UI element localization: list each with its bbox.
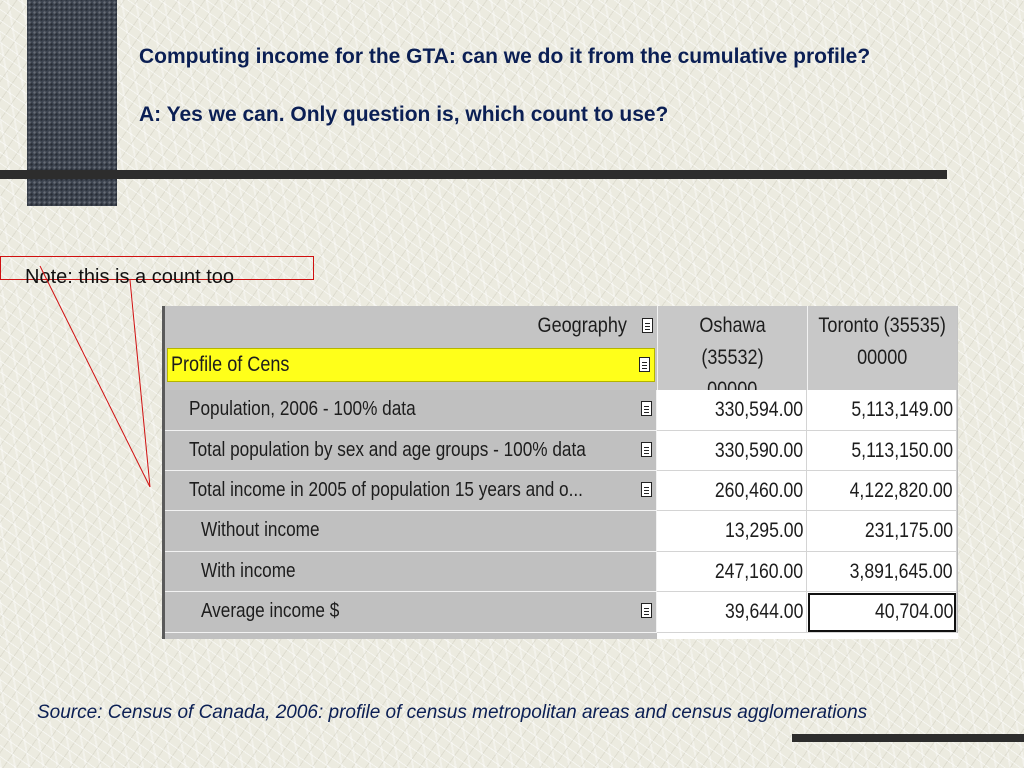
- table-row: Population, 2006 - 100% data 330,594.00 …: [165, 390, 958, 431]
- value-text: 40,704.00: [874, 600, 953, 623]
- value-cell-toronto[interactable]: 5,113,150.00: [807, 431, 957, 471]
- table-row: Total population by sex and age groups -…: [165, 431, 958, 471]
- title-answer: A: Yes we can. Only question is, which c…: [139, 103, 669, 126]
- document-icon[interactable]: [641, 401, 652, 416]
- value-text: 3,891,645.00: [849, 560, 953, 583]
- row-label[interactable]: Population, 2006 - 100% data: [165, 390, 657, 431]
- title-question: Computing income for the GTA: can we do …: [139, 45, 871, 68]
- slide-title: Computing income for the GTA: can we do …: [139, 42, 959, 129]
- table-header-row: Geography Profile of Cens Oshawa (35532)…: [165, 306, 958, 401]
- row-label-text: Total population by sex and age groups -…: [189, 439, 586, 461]
- geography-label: Geography: [537, 314, 627, 337]
- row-label-text: Average income $: [201, 600, 340, 622]
- value-text: 260,460.00: [714, 479, 803, 502]
- column-header-toronto[interactable]: Toronto (35535) 00000: [807, 306, 957, 390]
- value-cell-oshawa[interactable]: 330,594.00: [657, 390, 807, 431]
- value-text: 247,160.00: [714, 560, 803, 583]
- value-text: 231,175.00: [864, 519, 953, 542]
- document-icon[interactable]: [639, 357, 650, 372]
- row-label[interactable]: Average income $: [165, 592, 657, 633]
- document-icon[interactable]: [641, 603, 652, 618]
- value-cell-toronto[interactable]: 231,175.00: [807, 511, 957, 552]
- document-icon[interactable]: [641, 482, 652, 497]
- value-text: 330,590.00: [714, 439, 803, 462]
- value-text: 5,113,149.00: [851, 398, 953, 421]
- value-cell-toronto[interactable]: 4,122,820.00: [807, 471, 957, 511]
- column-header-line1: Oshawa (35532): [699, 314, 766, 369]
- row-label-text: With income: [201, 560, 296, 582]
- row-label-text: Without income: [201, 519, 320, 541]
- column-header-line1: Toronto (35535): [818, 314, 947, 337]
- value-text: 39,644.00: [724, 600, 803, 623]
- table-header-left: Geography Profile of Cens: [165, 306, 657, 390]
- note-callout-box: [0, 256, 314, 280]
- document-icon[interactable]: [641, 442, 652, 457]
- value-text: 330,594.00: [714, 398, 803, 421]
- row-label[interactable]: With income: [165, 552, 657, 592]
- profile-selector[interactable]: Profile of Cens: [167, 348, 655, 382]
- row-label-text: Population, 2006 - 100% data: [189, 398, 416, 420]
- value-cell-oshawa[interactable]: 13,295.00: [657, 511, 807, 552]
- value-cell-toronto[interactable]: 3,891,645.00: [807, 552, 957, 592]
- table-row: Average income $ 39,644.00 40,704.00: [165, 592, 958, 633]
- value-cell-toronto[interactable]: 5,113,149.00: [807, 390, 957, 431]
- document-icon[interactable]: [642, 318, 653, 333]
- value-cell-toronto-selected[interactable]: 40,704.00: [807, 592, 957, 633]
- source-citation: Source: Census of Canada, 2006: profile …: [37, 702, 868, 723]
- table-bottom-strip: [165, 633, 958, 639]
- note-text: Note: this is a count too: [25, 266, 235, 288]
- row-label[interactable]: Total population by sex and age groups -…: [165, 431, 657, 471]
- value-text: 13,295.00: [724, 519, 803, 542]
- table-bottom-strip-values: [657, 633, 958, 639]
- title-divider: [0, 170, 947, 179]
- table-row: Total income in 2005 of population 15 ye…: [165, 471, 958, 511]
- row-label[interactable]: Total income in 2005 of population 15 ye…: [165, 471, 657, 511]
- column-header-oshawa[interactable]: Oshawa (35532) 00000: [657, 306, 807, 401]
- value-cell-oshawa[interactable]: 260,460.00: [657, 471, 807, 511]
- column-header-line2: 00000: [857, 346, 908, 369]
- row-label-text: Total income in 2005 of population 15 ye…: [189, 479, 583, 501]
- footer-divider: [792, 734, 1024, 742]
- table-row: With income 247,160.00 3,891,645.00: [165, 552, 958, 592]
- value-text: 4,122,820.00: [849, 479, 953, 502]
- table-row: Without income 13,295.00 231,175.00: [165, 511, 958, 552]
- profile-label: Profile of Cens: [171, 353, 290, 376]
- census-profile-table: Geography Profile of Cens Oshawa (35532)…: [162, 306, 958, 639]
- callout-line-left: [39, 265, 151, 488]
- value-cell-oshawa[interactable]: 247,160.00: [657, 552, 807, 592]
- callout-line-right: [129, 279, 151, 488]
- value-cell-oshawa[interactable]: 330,590.00: [657, 431, 807, 471]
- value-text: 5,113,150.00: [851, 439, 953, 462]
- value-cell-oshawa[interactable]: 39,644.00: [657, 592, 807, 633]
- row-label[interactable]: Without income: [165, 511, 657, 552]
